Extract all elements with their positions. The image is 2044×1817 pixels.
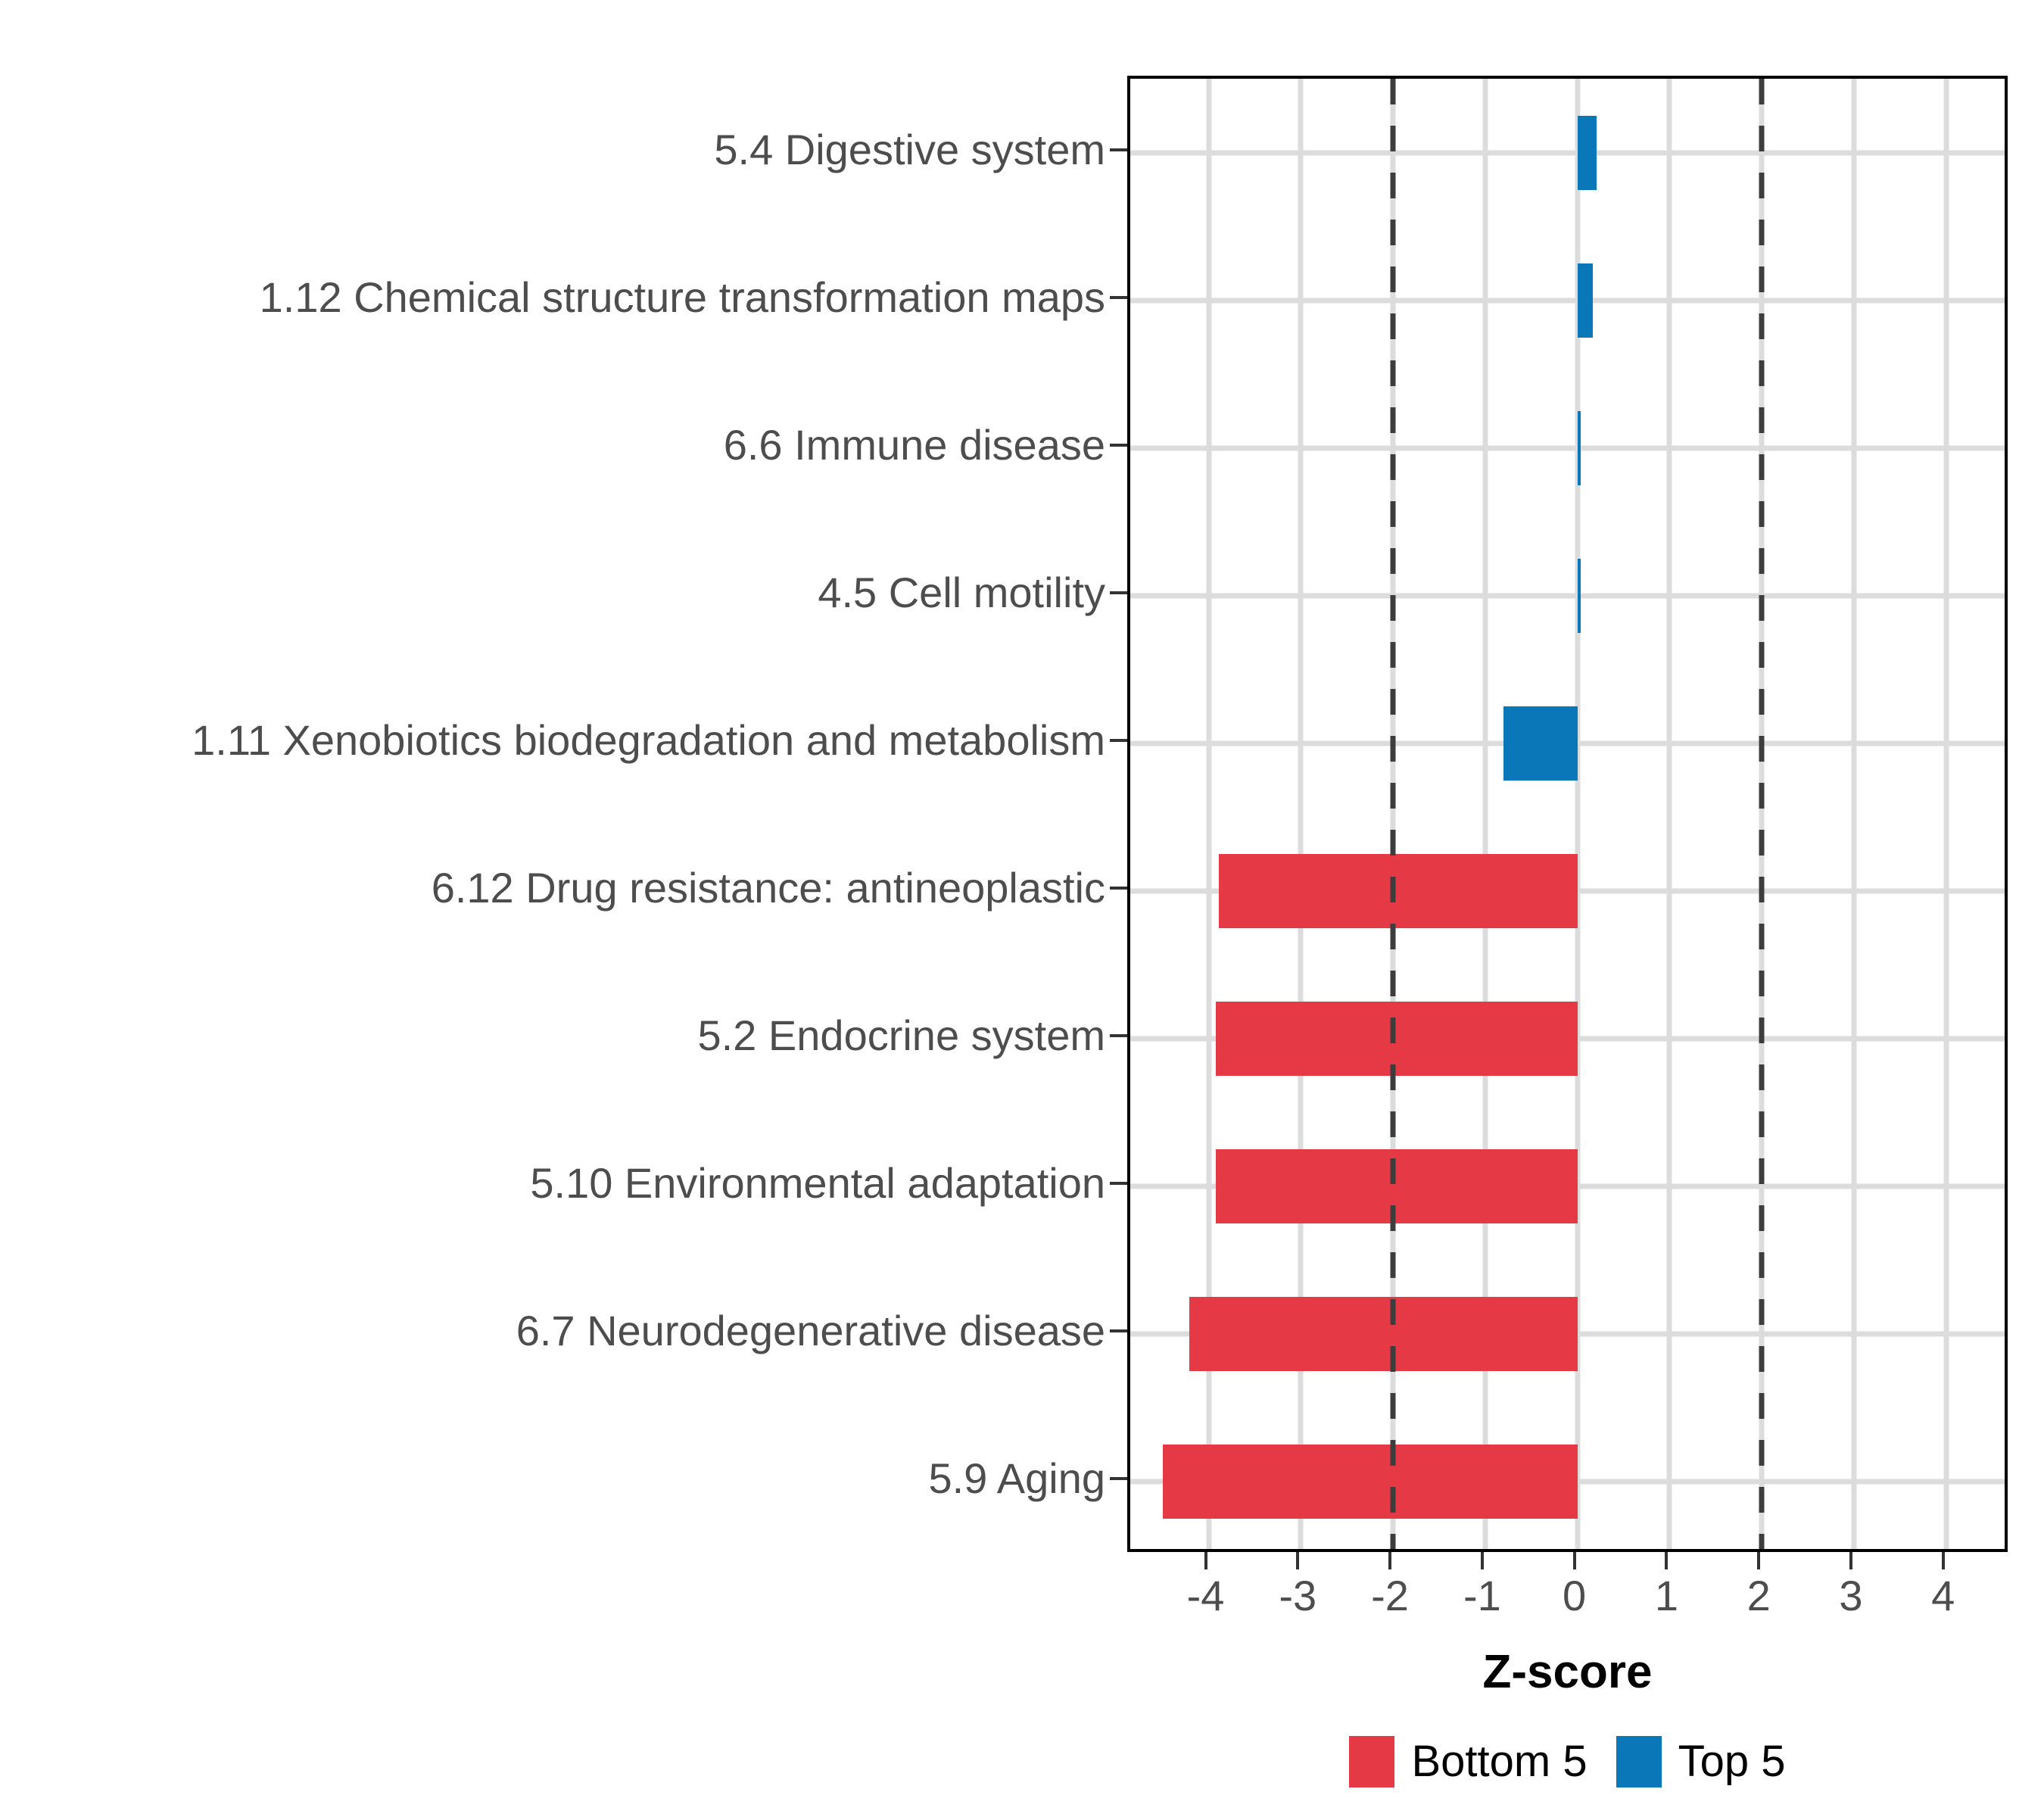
bar <box>1577 115 1597 190</box>
legend-item: Top 5 <box>1616 1736 1786 1787</box>
x-axis-tick-mark <box>1849 1552 1852 1569</box>
grid-line-vertical <box>1206 79 1211 1549</box>
grid-line-vertical <box>1482 79 1488 1549</box>
bar <box>1577 558 1581 633</box>
y-axis-tick-mark <box>1110 738 1127 742</box>
y-axis-tick-label: 5.2 Endocrine system <box>697 1011 1105 1059</box>
x-axis-tick-mark <box>1480 1552 1484 1569</box>
y-axis-tick-label: 5.10 Environmental adaptation <box>530 1158 1105 1207</box>
grid-line-horizontal <box>1130 593 2005 598</box>
grid-line-vertical <box>1575 79 1581 1549</box>
grid-line-horizontal <box>1130 150 2005 155</box>
x-axis-tick-label: 1 <box>1654 1572 1678 1619</box>
y-axis-tick-mark <box>1110 1181 1127 1185</box>
y-axis-tick-mark <box>1110 148 1127 151</box>
y-axis-tick-label: 6.6 Immune disease <box>723 420 1105 469</box>
y-axis-tick-label: 5.4 Digestive system <box>714 125 1105 173</box>
legend-label: Top 5 <box>1678 1737 1786 1786</box>
y-axis-tick-label: 5.9 Aging <box>928 1454 1105 1502</box>
y-axis-tick-label: 4.5 Cell motility <box>818 568 1105 616</box>
x-axis-tick-label: -1 <box>1463 1572 1501 1619</box>
grid-line-vertical <box>1298 79 1304 1549</box>
legend-color-swatch <box>1349 1736 1395 1787</box>
legend-color-swatch <box>1616 1736 1662 1787</box>
y-axis-tick-mark <box>1110 1476 1127 1480</box>
bar <box>1216 1148 1578 1223</box>
y-axis-tick-mark <box>1110 295 1127 299</box>
grid-line-vertical <box>1943 79 1949 1549</box>
y-axis-tick-label: 6.12 Drug resistance: antineoplastic <box>431 863 1105 912</box>
bar <box>1162 1444 1578 1519</box>
bar <box>1218 853 1578 928</box>
bar <box>1216 1001 1578 1076</box>
x-axis-tick-label: 4 <box>1931 1572 1955 1619</box>
y-axis-tick-mark <box>1110 443 1127 447</box>
x-axis-tick-mark <box>1665 1552 1669 1569</box>
x-axis-tick-mark <box>1757 1552 1761 1569</box>
x-axis-tick-label: -4 <box>1186 1572 1225 1619</box>
y-axis-tick-label: 1.12 Chemical structure transformation m… <box>259 273 1105 321</box>
plot-panel <box>1127 76 2008 1552</box>
reference-line <box>1390 79 1396 1549</box>
x-axis-title: Z-score <box>1482 1646 1653 1698</box>
x-axis-tick-label: 0 <box>1563 1572 1587 1619</box>
grid-line-vertical <box>1851 79 1857 1549</box>
y-axis-tick-label: 6.7 Neurodegenerative disease <box>516 1306 1105 1354</box>
x-axis-tick-mark <box>1204 1552 1207 1569</box>
bar <box>1577 263 1594 338</box>
y-axis-tick-mark <box>1110 1033 1127 1037</box>
x-axis-tick-mark <box>1296 1552 1300 1569</box>
grid-line-horizontal <box>1130 298 2005 303</box>
chart-legend: Bottom 5 Top 5 <box>1127 1728 2008 1796</box>
bar <box>1503 706 1578 781</box>
x-axis-tick-label: -3 <box>1279 1572 1317 1619</box>
reference-line <box>1759 79 1765 1549</box>
y-axis-tick-mark <box>1110 591 1127 594</box>
x-axis-tick-mark <box>1572 1552 1576 1569</box>
bar <box>1577 410 1581 485</box>
x-axis-tick-mark <box>1941 1552 1945 1569</box>
grid-line-vertical <box>1666 79 1672 1549</box>
legend-item: Bottom 5 <box>1349 1736 1588 1787</box>
y-axis-tick-label: 1.11 Xenobiotics biodegradation and meta… <box>192 715 1105 764</box>
bar <box>1189 1296 1578 1371</box>
y-axis-tick-mark <box>1110 1329 1127 1332</box>
x-axis-tick-mark <box>1388 1552 1392 1569</box>
grid-line-horizontal <box>1130 445 2005 450</box>
x-axis-tick-label: 3 <box>1839 1572 1863 1619</box>
legend-label: Bottom 5 <box>1411 1737 1588 1786</box>
x-axis: -4 -3 -2 -1 0 1 2 3 4 <box>1127 1552 2008 1673</box>
x-axis-tick-label: 2 <box>1746 1572 1771 1619</box>
y-axis-labels: 5.4 Digestive system 1.12 Chemical struct… <box>0 76 1105 1552</box>
y-axis-tick-mark <box>1110 886 1127 890</box>
x-axis-tick-label: -2 <box>1371 1572 1409 1619</box>
